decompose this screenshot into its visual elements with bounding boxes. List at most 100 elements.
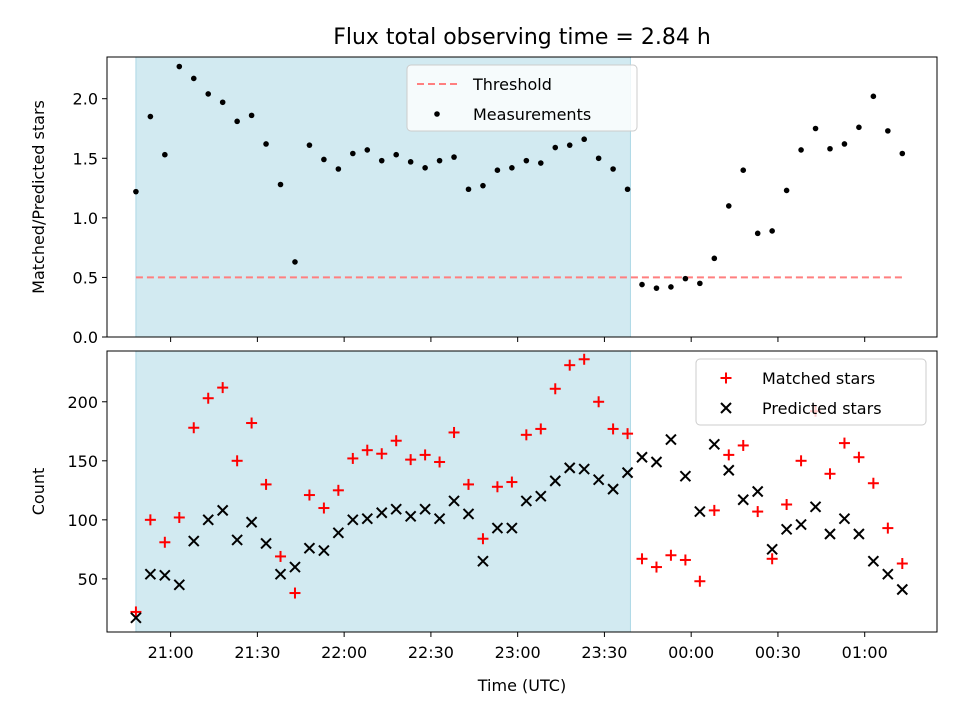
matched-star-point — [752, 506, 764, 518]
predicted-star-point — [159, 569, 171, 582]
predicted-star-point — [592, 473, 605, 486]
matched-star-point — [289, 587, 301, 599]
predicted-star-point — [274, 568, 287, 580]
predicted-star-point — [289, 561, 301, 573]
shaded-region — [135, 350, 631, 633]
y-tick-label: 0.5 — [73, 268, 98, 287]
matched-star-point — [405, 454, 417, 466]
measurement-point — [682, 275, 689, 282]
matched-star-point — [520, 429, 532, 441]
predicted-star-point — [433, 512, 446, 525]
measurement-point — [798, 147, 804, 153]
matched-star-point — [275, 550, 287, 562]
measurement-point — [205, 91, 212, 97]
matched-star-point — [434, 456, 446, 468]
predicted-star-point — [231, 534, 243, 546]
y-tick-label: 2.0 — [73, 90, 98, 109]
measurement-point — [480, 182, 486, 189]
measurement-point — [624, 186, 631, 193]
legend-box — [695, 358, 927, 426]
legend-predicted-swatch — [720, 402, 732, 414]
measurement-point — [740, 167, 747, 173]
predicted-star-point — [780, 523, 793, 535]
predicted-star-point — [708, 438, 721, 450]
matched-star-point — [217, 382, 229, 394]
bottom-y-axis-label: Count — [29, 468, 48, 516]
predicted-star-point — [621, 466, 634, 479]
measurement-point — [451, 154, 457, 160]
legend-label: Measurements — [473, 105, 591, 124]
matched-star-point — [578, 353, 590, 365]
matched-star-point — [824, 468, 836, 480]
matched-star-point — [159, 536, 171, 548]
predicted-star-point — [404, 510, 417, 523]
measurement-point — [465, 186, 472, 193]
y-tick-label: 50 — [78, 570, 98, 589]
predicted-star-point — [809, 501, 822, 513]
predicted-star-point — [824, 528, 836, 540]
matched-star-point — [477, 533, 489, 545]
axes-frame — [106, 56, 938, 338]
predicted-star-point — [202, 514, 214, 526]
matched-star-point — [853, 451, 865, 463]
x-tick-label: 22:00 — [321, 643, 367, 662]
matched-star-point — [332, 484, 344, 496]
measurement-point — [566, 142, 573, 148]
predicted-star-point — [390, 503, 402, 515]
matched-star-point — [419, 449, 431, 461]
measurement-point — [407, 159, 414, 165]
measurement-point — [263, 141, 269, 147]
predicted-star-point — [491, 522, 504, 534]
matched-star-point — [173, 511, 185, 523]
predicted-star-point — [520, 495, 533, 507]
measurement-point — [190, 75, 197, 82]
measurement-point — [899, 150, 906, 157]
predicted-star-point — [650, 456, 663, 468]
predicted-star-point — [173, 579, 186, 591]
matched-star-point — [260, 478, 272, 490]
measurement-point — [248, 112, 255, 119]
matched-star-point — [781, 498, 793, 510]
matched-star-point — [549, 383, 561, 395]
measurement-point — [668, 284, 674, 290]
predicted-star-point — [896, 583, 909, 596]
top-panel: 0.00.51.01.52.0 Matched/Predicted stars … — [29, 56, 938, 347]
x-tick-label: 21:30 — [234, 643, 280, 662]
legend-measurement-swatch — [434, 111, 440, 117]
predicted-star-point — [260, 537, 272, 550]
measurement-point — [393, 151, 399, 158]
matched-star-point — [795, 455, 807, 467]
y-tick-label: 150 — [67, 452, 98, 471]
measurement-point — [306, 142, 313, 148]
predicted-star-point — [535, 490, 547, 502]
measurement-point — [754, 230, 761, 237]
predicted-star-point — [549, 475, 561, 487]
matched-star-point — [390, 435, 402, 447]
matched-star-point — [144, 514, 156, 526]
measurement-point — [653, 285, 660, 291]
measurement-point — [870, 93, 877, 100]
x-tick-label: 22:30 — [408, 643, 454, 662]
measurement-point — [350, 150, 356, 157]
measurement-point — [537, 160, 544, 166]
measurement-point — [335, 166, 342, 172]
matched-star-point — [564, 359, 576, 371]
measurement-point — [162, 151, 168, 158]
matched-star-point — [694, 575, 706, 587]
matched-star-point — [723, 449, 735, 461]
measurement-point — [292, 259, 298, 265]
measurement-point — [827, 145, 833, 152]
predicted-star-point — [694, 505, 706, 518]
matched-star-point — [636, 553, 648, 565]
x-axis-label: Time (UTC) — [477, 676, 566, 695]
matched-star-point — [607, 423, 619, 435]
predicted-star-point — [419, 503, 431, 515]
predicted-star-point — [607, 483, 619, 495]
predicted-star-point — [347, 514, 359, 526]
predicted-star-point — [303, 542, 316, 554]
matched-star-point — [318, 502, 330, 514]
measurement-point — [234, 118, 240, 125]
y-tick-label: 0.0 — [73, 328, 98, 347]
predicted-star-point — [564, 462, 576, 474]
